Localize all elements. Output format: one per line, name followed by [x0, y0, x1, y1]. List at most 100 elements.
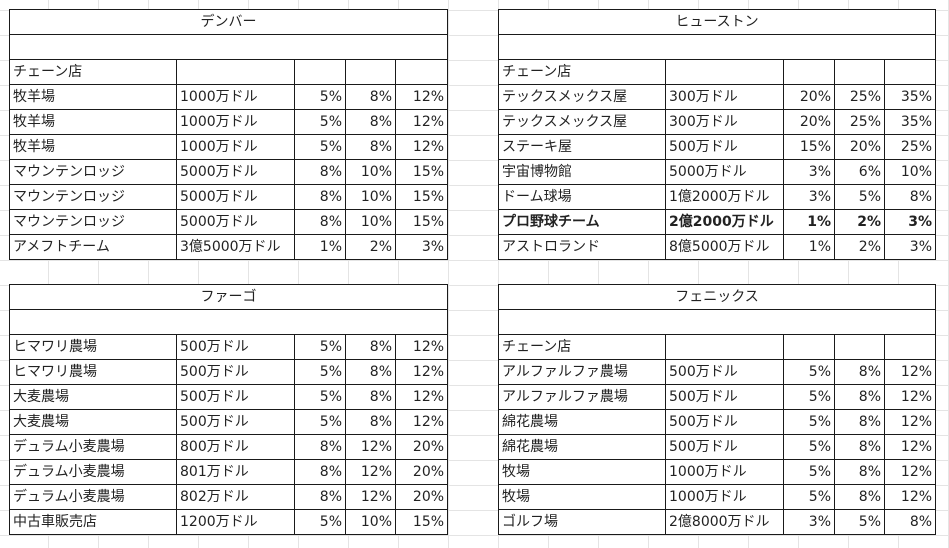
- blank-row[interactable]: [8, 309, 449, 335]
- cell-rate-3[interactable]: 12%: [394, 134, 449, 160]
- cell-rate-2[interactable]: 10%: [345, 509, 396, 535]
- cell-rate-1[interactable]: 1%: [294, 234, 346, 260]
- cell-price[interactable]: 1000万ドル: [665, 484, 784, 510]
- cell-rate-3[interactable]: 25%: [884, 134, 936, 160]
- cell-rate-2[interactable]: 25%: [834, 109, 885, 135]
- cell-price[interactable]: 802万ドル: [176, 484, 295, 510]
- cell-rate-3[interactable]: 35%: [884, 109, 936, 135]
- cell-rate-1[interactable]: 1%: [783, 209, 835, 235]
- cell-rate-1[interactable]: 5%: [294, 409, 346, 435]
- cell-rate-3[interactable]: 12%: [394, 359, 449, 385]
- cell-price[interactable]: 500万ドル: [665, 409, 784, 435]
- cell-rate-1[interactable]: 5%: [783, 434, 835, 460]
- cell-rate-3[interactable]: 12%: [883, 409, 937, 435]
- cell-name[interactable]: アルファルファ農場: [498, 359, 666, 385]
- cell-price[interactable]: 1億2000万ドル: [665, 184, 784, 210]
- cell-rate-3[interactable]: 12%: [394, 334, 449, 360]
- cell-price[interactable]: 2億2000万ドル: [665, 209, 784, 235]
- cell-name[interactable]: 綿花農場: [498, 434, 666, 460]
- cell-name[interactable]: ドーム球場: [498, 184, 666, 210]
- cell-price[interactable]: 300万ドル: [665, 109, 784, 135]
- blank-row[interactable]: [8, 34, 449, 60]
- cell-rate-3[interactable]: 15%: [394, 209, 449, 235]
- cell-rate-3[interactable]: 12%: [394, 109, 449, 135]
- cell-rate-3[interactable]: 12%: [394, 84, 449, 110]
- cell-rate-2[interactable]: 5%: [834, 509, 885, 535]
- cell-rate-2[interactable]: 8%: [834, 409, 885, 435]
- cell-name[interactable]: デュラム小麦農場: [9, 434, 177, 460]
- cell-price[interactable]: 300万ドル: [665, 84, 784, 110]
- cell-rate-1[interactable]: 5%: [783, 384, 835, 410]
- cell-price[interactable]: 1000万ドル: [176, 84, 295, 110]
- cell-rate-3[interactable]: 12%: [883, 484, 937, 510]
- header-label[interactable]: チェーン店: [498, 334, 666, 360]
- cell-rate-1[interactable]: 20%: [783, 84, 835, 110]
- cell-rate-2[interactable]: 8%: [345, 109, 396, 135]
- cell-rate-3[interactable]: 15%: [394, 159, 449, 185]
- cell-name[interactable]: アメフトチーム: [9, 234, 177, 260]
- cell-price[interactable]: 1000万ドル: [176, 109, 295, 135]
- cell-rate-3[interactable]: 3%: [884, 209, 936, 235]
- cell-rate-1[interactable]: 5%: [294, 84, 346, 110]
- cell-price[interactable]: 3億5000万ドル: [176, 234, 295, 260]
- cell-name[interactable]: テックスメックス屋: [498, 84, 666, 110]
- blank-row[interactable]: [498, 34, 936, 60]
- cell-rate-1[interactable]: 3%: [783, 159, 835, 185]
- cell-rate-2[interactable]: 20%: [834, 134, 885, 160]
- cell-rate-1[interactable]: 5%: [294, 134, 346, 160]
- cell-rate-1[interactable]: 8%: [294, 459, 346, 485]
- cell-rate-2[interactable]: 2%: [834, 209, 885, 235]
- cell-rate-2[interactable]: 8%: [345, 334, 396, 360]
- cell-rate-3[interactable]: 3%: [394, 234, 449, 260]
- cell-rate-2[interactable]: 10%: [345, 159, 396, 185]
- cell-rate-1[interactable]: 1%: [783, 234, 835, 260]
- cell-price[interactable]: 500万ドル: [665, 359, 784, 385]
- cell-rate-3[interactable]: 20%: [394, 484, 449, 510]
- cell-name[interactable]: 中古車販売店: [9, 509, 177, 535]
- cell-rate-3[interactable]: 12%: [883, 384, 937, 410]
- cell-name[interactable]: デュラム小麦農場: [9, 484, 177, 510]
- cell-name[interactable]: ステーキ屋: [498, 134, 666, 160]
- cell-rate-3[interactable]: 10%: [884, 159, 936, 185]
- cell-price[interactable]: 1200万ドル: [176, 509, 295, 535]
- cell-rate-2[interactable]: 12%: [345, 434, 396, 460]
- cell-price[interactable]: 1000万ドル: [665, 459, 784, 485]
- cell-name[interactable]: ヒマワリ農場: [9, 359, 177, 385]
- table-title[interactable]: ヒューストン: [498, 9, 936, 35]
- cell-name[interactable]: 綿花農場: [498, 409, 666, 435]
- cell-rate-1[interactable]: 8%: [294, 184, 346, 210]
- cell-rate-2[interactable]: 12%: [345, 459, 396, 485]
- cell-rate-2[interactable]: 8%: [834, 359, 885, 385]
- cell-name[interactable]: ヒマワリ農場: [9, 334, 177, 360]
- cell-rate-2[interactable]: 6%: [834, 159, 885, 185]
- cell-rate-1[interactable]: 5%: [294, 334, 346, 360]
- cell-rate-1[interactable]: 8%: [294, 484, 346, 510]
- cell-rate-3[interactable]: 12%: [883, 459, 937, 485]
- cell-rate-3[interactable]: 8%: [883, 509, 937, 535]
- cell-price[interactable]: 500万ドル: [176, 409, 295, 435]
- cell-rate-3[interactable]: 15%: [394, 184, 449, 210]
- table-title[interactable]: フェニックス: [497, 284, 937, 310]
- cell-price[interactable]: 5000万ドル: [176, 209, 295, 235]
- cell-price[interactable]: 500万ドル: [176, 359, 295, 385]
- cell-rate-2[interactable]: 8%: [834, 434, 885, 460]
- cell-rate-1[interactable]: 5%: [294, 109, 346, 135]
- cell-price[interactable]: 500万ドル: [665, 384, 784, 410]
- cell-price[interactable]: 801万ドル: [176, 459, 295, 485]
- cell-rate-1[interactable]: 8%: [294, 434, 346, 460]
- cell-rate-2[interactable]: 8%: [345, 134, 396, 160]
- cell-rate-1[interactable]: 5%: [783, 409, 835, 435]
- cell-rate-3[interactable]: 12%: [394, 384, 449, 410]
- cell-price[interactable]: 5000万ドル: [176, 159, 295, 185]
- cell-name[interactable]: デュラム小麦農場: [9, 459, 177, 485]
- cell-rate-3[interactable]: 35%: [884, 84, 936, 110]
- cell-rate-2[interactable]: 8%: [345, 359, 396, 385]
- cell-rate-2[interactable]: 10%: [345, 209, 396, 235]
- cell-rate-2[interactable]: 2%: [345, 234, 396, 260]
- cell-name[interactable]: アルファルファ農場: [498, 384, 666, 410]
- cell-name[interactable]: アストロランド: [498, 234, 666, 260]
- cell-name[interactable]: マウンテンロッジ: [9, 184, 177, 210]
- cell-rate-2[interactable]: 8%: [345, 409, 396, 435]
- cell-name[interactable]: マウンテンロッジ: [9, 209, 177, 235]
- cell-rate-1[interactable]: 5%: [294, 509, 346, 535]
